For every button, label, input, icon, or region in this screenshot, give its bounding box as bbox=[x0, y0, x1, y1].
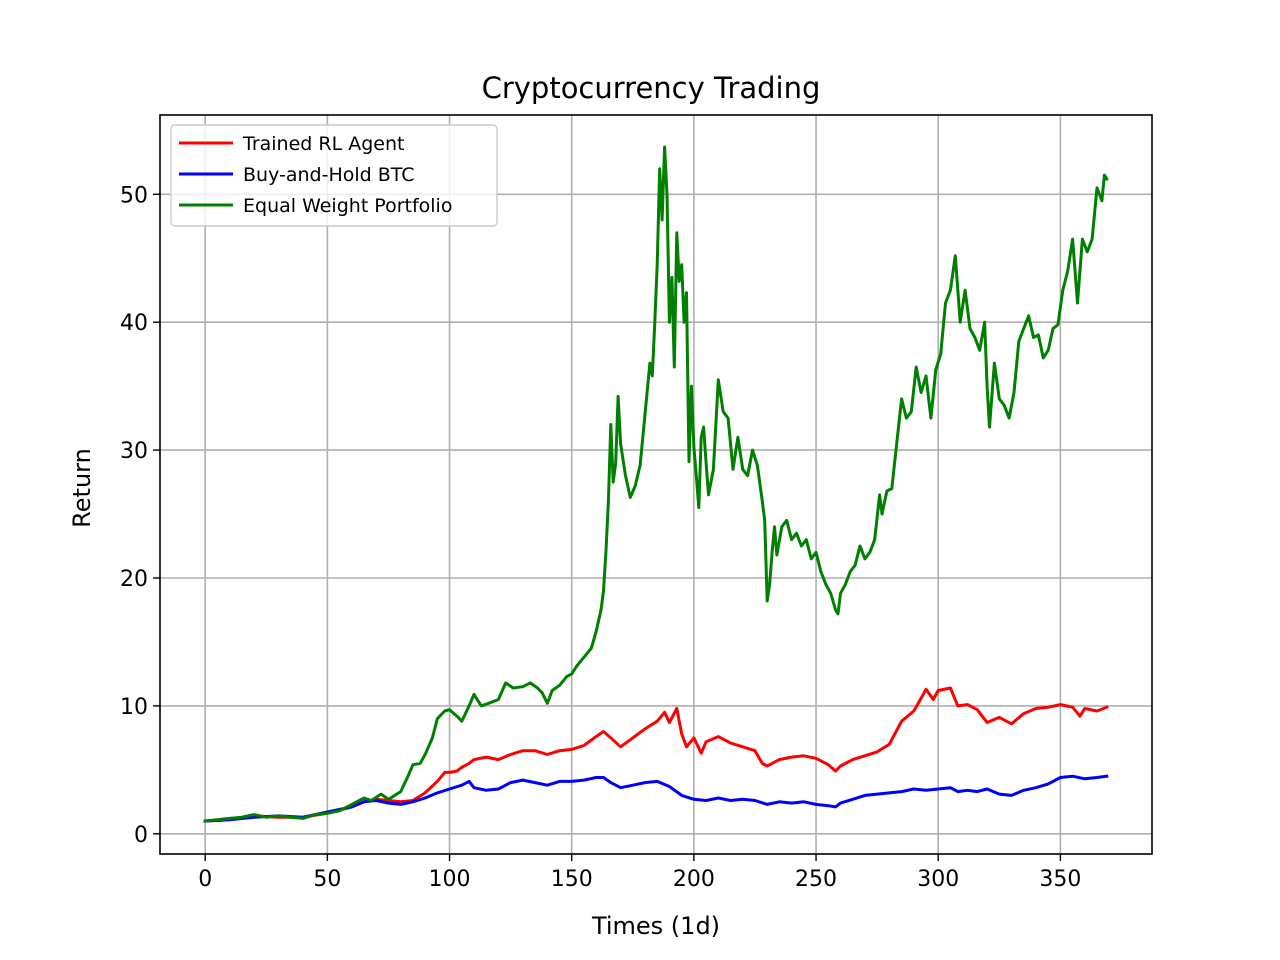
y-tick-label: 40 bbox=[120, 311, 148, 336]
x-tick-label: 300 bbox=[917, 867, 959, 892]
legend: Trained RL Agent Buy-and-Hold BTC Equal We… bbox=[170, 124, 498, 227]
x-tick-label: 0 bbox=[198, 867, 212, 892]
series-line-buy-and-hold-btc bbox=[203, 774, 1109, 823]
grid bbox=[160, 115, 1152, 854]
y-tick-label: 0 bbox=[134, 823, 148, 848]
x-tick-label: 200 bbox=[673, 867, 715, 892]
legend-label-trained-rl-agent: Trained RL Agent bbox=[242, 133, 404, 155]
x-axis-label: Times (1d) bbox=[591, 912, 720, 940]
axis-ticks: 0 50 100 150 200 250 300 350 0 10 20 30 40 50 bbox=[120, 183, 1081, 892]
y-axis-label: Return bbox=[68, 448, 96, 528]
plot-frame bbox=[159, 114, 1153, 855]
y-tick-label: 10 bbox=[120, 695, 148, 720]
series-line-equal-weight-portfolio bbox=[203, 145, 1109, 823]
legend-box bbox=[170, 124, 498, 227]
x-tick-label: 250 bbox=[795, 867, 837, 892]
y-tick-label: 50 bbox=[120, 183, 148, 208]
x-tick-label: 100 bbox=[429, 867, 471, 892]
plot-series bbox=[203, 145, 1109, 823]
legend-label-equal-weight-portfolio: Equal Weight Portfolio bbox=[243, 195, 452, 217]
legend-label-buy-and-hold-btc: Buy-and-Hold BTC bbox=[243, 164, 415, 186]
x-tick-label: 50 bbox=[313, 867, 341, 892]
x-tick-label: 350 bbox=[1039, 867, 1081, 892]
x-tick-label: 150 bbox=[551, 867, 593, 892]
series-line-trained-rl-agent bbox=[203, 686, 1109, 823]
y-tick-label: 30 bbox=[120, 439, 148, 464]
chart-title: Cryptocurrency Trading bbox=[482, 71, 821, 105]
y-tick-label: 20 bbox=[120, 567, 148, 592]
